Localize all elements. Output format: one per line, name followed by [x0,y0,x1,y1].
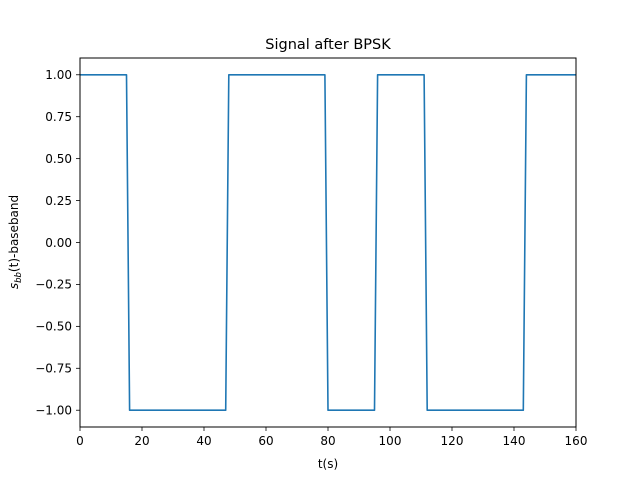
y-tick-label: 0.25 [45,194,72,208]
x-tick-label: 20 [134,434,149,448]
y-tick-label: −0.25 [35,278,72,292]
x-tick-label: 80 [320,434,335,448]
y-tick-label: −0.75 [35,362,72,376]
chart-title: Signal after BPSK [265,37,391,53]
x-tick-label: 100 [379,434,402,448]
y-tick-label: 0.75 [45,110,72,124]
y-tick-label: 0.50 [45,152,72,166]
y-axis-label-rest: (t)-baseband [7,195,21,272]
y-axis-label-main: s [7,283,21,289]
plot-area [80,73,576,412]
x-tick-label: 160 [565,434,588,448]
series-line-0 [80,73,576,412]
axis-ticks: 0 20 40 60 80 100 120 140 160 1.00 0.75 0.50 0.25 0.0… [35,68,587,448]
x-tick-label: 140 [503,434,526,448]
y-axis-label: sbb(t)-baseband [7,195,24,289]
y-tick-label: −1.00 [35,404,72,418]
x-tick-label: 60 [258,434,273,448]
axes-frame [79,57,577,428]
x-tick-label: 40 [196,434,211,448]
x-axis-label: t(s) [318,457,338,471]
x-tick-label: 120 [441,434,464,448]
y-tick-label: 0.00 [45,236,72,250]
y-tick-label: 1.00 [45,68,72,82]
x-tick-label: 0 [76,434,84,448]
y-tick-label: −0.50 [35,320,72,334]
y-axis-label-sub: bb [14,272,24,283]
